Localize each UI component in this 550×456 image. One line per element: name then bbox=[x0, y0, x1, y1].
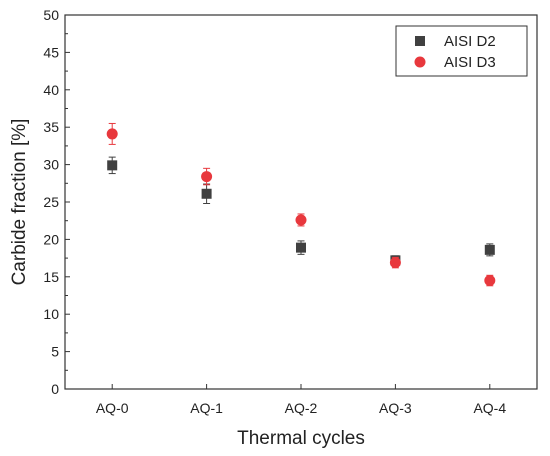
x-tick-label: AQ-0 bbox=[96, 400, 129, 416]
data-point-aisi-d3 bbox=[484, 275, 496, 287]
y-tick-label: 20 bbox=[43, 231, 59, 247]
legend-label-aisi-d2: AISI D2 bbox=[444, 33, 496, 50]
series-layer bbox=[106, 122, 496, 287]
y-tick-label: 30 bbox=[43, 157, 59, 173]
data-point-aisi-d2 bbox=[107, 160, 118, 171]
y-tick-label: 50 bbox=[43, 7, 59, 23]
data-point-aisi-d3 bbox=[389, 257, 401, 269]
data-point-aisi-d2 bbox=[296, 242, 306, 253]
y-tick-label: 10 bbox=[43, 306, 59, 322]
y-tick-label: 15 bbox=[43, 269, 59, 285]
x-axis-title: Thermal cycles bbox=[237, 428, 365, 449]
y-tick-label: 35 bbox=[43, 119, 59, 135]
legend-label-aisi-d3: AISI D3 bbox=[444, 54, 496, 71]
y-axis: 0 5 10 15 20 25 30 35 40 45 50 bbox=[43, 7, 70, 397]
x-tick-label: AQ-3 bbox=[379, 400, 412, 416]
y-tick-label: 40 bbox=[43, 82, 59, 98]
legend: AISI D2 AISI D3 bbox=[395, 25, 528, 77]
y-axis-title: Carbide fraction [%] bbox=[9, 119, 30, 286]
legend-box bbox=[395, 25, 528, 77]
y-tick-label: 5 bbox=[51, 344, 59, 360]
x-tick-label: AQ-4 bbox=[473, 400, 506, 416]
data-point-aisi-d2 bbox=[484, 244, 495, 255]
x-axis: AQ-0 AQ-1 AQ-2 AQ-3 AQ-4 bbox=[96, 384, 506, 416]
legend-marker-aisi-d3 bbox=[414, 56, 426, 68]
y-tick-label: 0 bbox=[51, 381, 59, 397]
legend-marker-aisi-d2 bbox=[415, 36, 425, 46]
data-point-aisi-d3 bbox=[295, 214, 307, 226]
x-tick-label: AQ-1 bbox=[190, 400, 223, 416]
y-tick-label: 25 bbox=[43, 194, 59, 210]
data-point-aisi-d3 bbox=[106, 128, 118, 140]
x-tick-label: AQ-2 bbox=[285, 400, 318, 416]
data-point-aisi-d2 bbox=[201, 188, 212, 199]
data-point-aisi-d3 bbox=[201, 171, 213, 183]
y-tick-label: 45 bbox=[43, 44, 59, 60]
